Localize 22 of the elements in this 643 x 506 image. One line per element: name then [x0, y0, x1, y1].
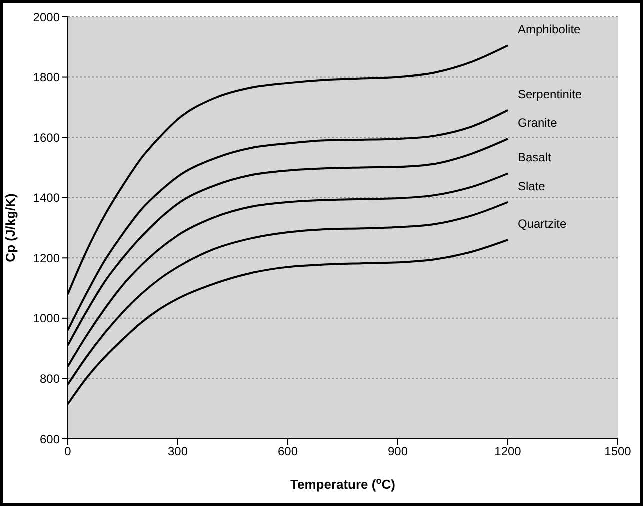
y-tick-label: 2000	[33, 10, 60, 24]
y-tick-label: 1400	[33, 191, 60, 206]
y-tick-label: 1000	[33, 312, 60, 326]
x-tick-label: 900	[388, 444, 408, 459]
y-tick-label: 1800	[33, 70, 60, 85]
x-axis-title: Temperature ($^{o}$C)	[290, 476, 396, 492]
series-label: Quartzite	[518, 217, 568, 232]
series-label: Serpentinite	[518, 87, 582, 102]
x-tick-label: 600	[278, 444, 298, 459]
x-tick-label: 0	[64, 444, 72, 459]
series-label: Granite	[518, 116, 558, 130]
series-label: Basalt	[518, 150, 552, 165]
y-tick-label: 800	[40, 372, 60, 386]
y-tick-label: 1600	[33, 130, 60, 145]
series-label: Slate	[518, 179, 546, 194]
y-tick-label: 600	[40, 432, 60, 446]
series-label: Amphibolite	[518, 22, 582, 37]
y-tick-label: 1200	[33, 251, 60, 266]
y-axis-title: Cp (J/kg/K)	[3, 194, 18, 262]
x-tick-label: 1500	[604, 444, 632, 459]
x-tick-label: 300	[168, 444, 188, 459]
x-tick-label: 1200	[494, 444, 522, 459]
